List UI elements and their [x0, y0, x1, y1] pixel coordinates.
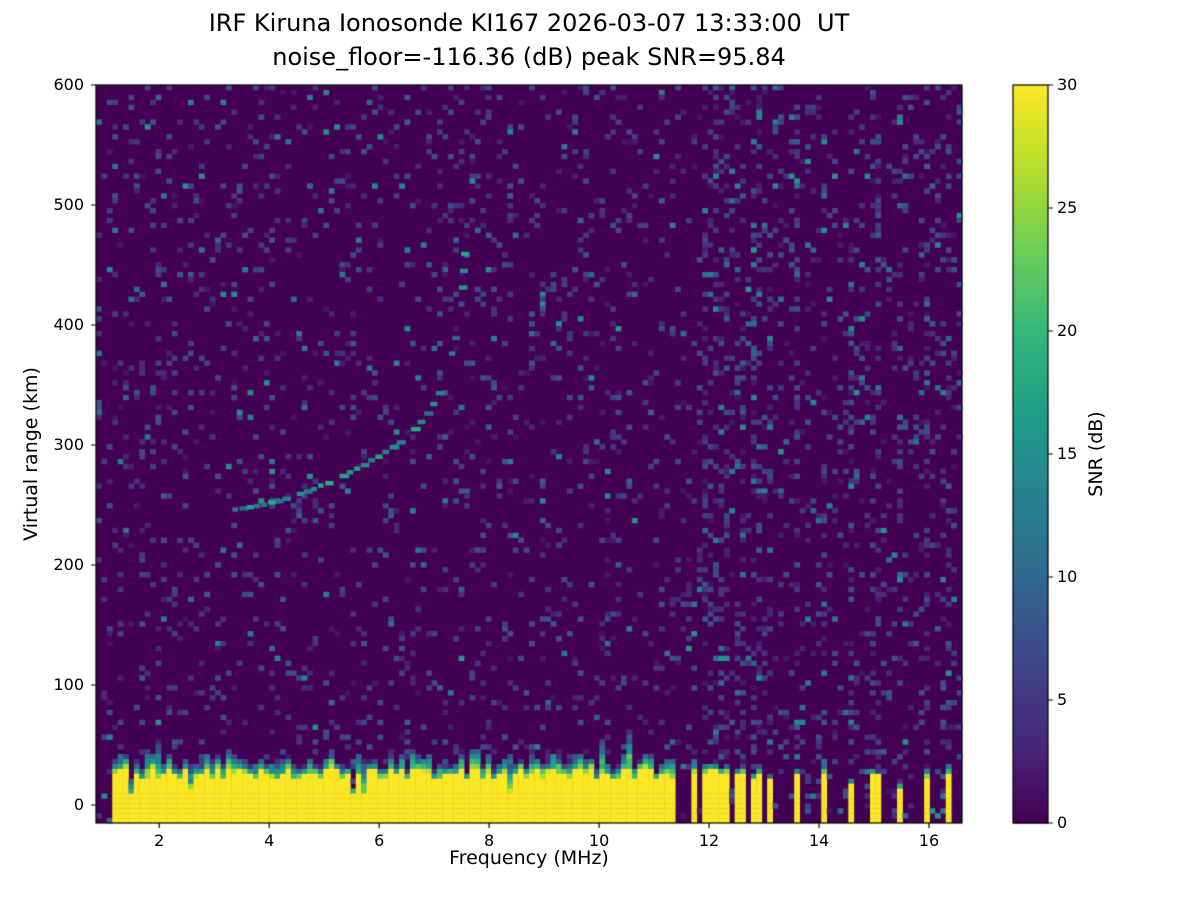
- cbar-tick-label-15: 15: [1057, 444, 1078, 463]
- x-tick-label-14: 14: [808, 831, 830, 850]
- cbar-tick-label-0: 0: [1057, 813, 1068, 832]
- y-tick-label-400: 400: [53, 315, 84, 334]
- y-tick-label-200: 200: [53, 555, 84, 574]
- cbar-tick-label-20: 20: [1057, 321, 1078, 340]
- y-axis-label: Virtual range (km): [20, 367, 42, 541]
- x-tick-label-4: 4: [264, 831, 275, 850]
- x-tick-label-10: 10: [588, 831, 610, 850]
- cbar-tick-label-5: 5: [1057, 690, 1068, 709]
- x-tick-label-8: 8: [484, 831, 495, 850]
- x-tick-label-12: 12: [698, 831, 720, 850]
- y-tick-label-600: 600: [53, 75, 84, 94]
- chart-subtitle: noise_floor=-116.36 (dB) peak SNR=95.84: [272, 43, 786, 71]
- y-tick-label-100: 100: [53, 675, 84, 694]
- chart-title: IRF Kiruna Ionosonde KI167 2026-03-07 13…: [208, 9, 850, 37]
- x-tick-label-16: 16: [918, 831, 940, 850]
- y-tick-label-500: 500: [53, 195, 84, 214]
- cbar-tick-label-30: 30: [1057, 75, 1078, 94]
- x-axis-label: Frequency (MHz): [449, 847, 609, 869]
- y-tick-label-300: 300: [53, 435, 84, 454]
- y-tick-label-0: 0: [73, 795, 84, 814]
- cbar-tick-label-10: 10: [1057, 567, 1078, 586]
- cbar-tick-label-25: 25: [1057, 198, 1078, 217]
- x-tick-label-6: 6: [374, 831, 385, 850]
- x-tick-label-2: 2: [154, 831, 165, 850]
